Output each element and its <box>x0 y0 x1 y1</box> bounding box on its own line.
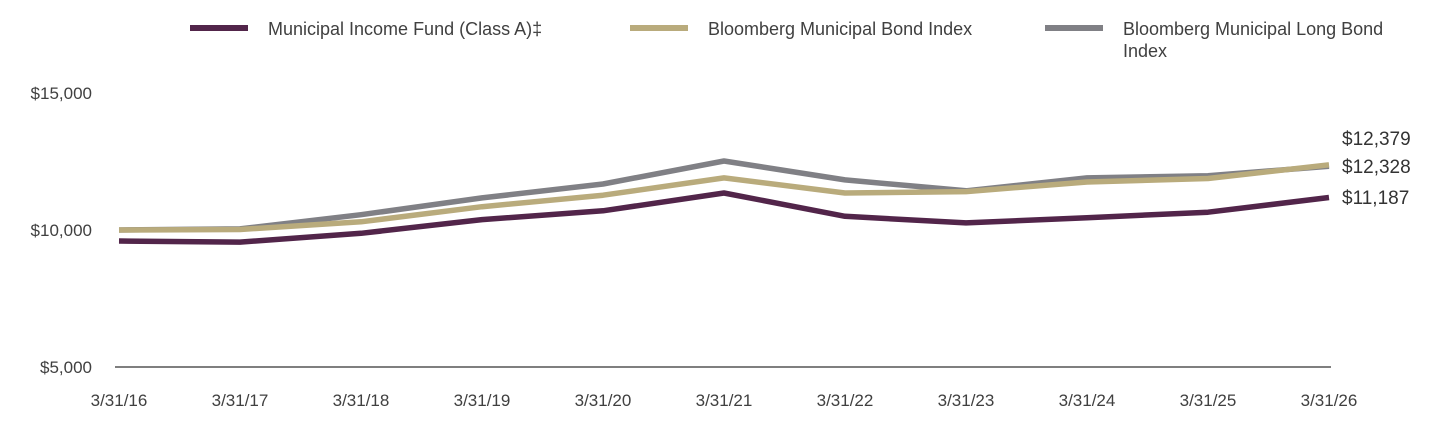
x-tick-label-5: 3/31/21 <box>696 391 753 410</box>
series-line-long-bond-index <box>118 158 1330 233</box>
legend-item-fund: Municipal Income Fund (Class A)‡ <box>190 18 542 40</box>
x-tick-label-0: 3/31/16 <box>91 391 148 410</box>
x-tick-label-8: 3/31/24 <box>1059 391 1116 410</box>
end-label-fund: $11,187 <box>1342 188 1409 209</box>
x-tick-label-1: 3/31/17 <box>212 391 269 410</box>
x-tick-label-9: 3/31/25 <box>1180 391 1237 410</box>
series-line-fund <box>118 190 1330 245</box>
end-label-long-bond-index: $12,328 <box>1342 157 1411 178</box>
legend-label-bond-index: Bloomberg Municipal Bond Index <box>708 19 973 39</box>
x-tick-label-10: 3/31/26 <box>1301 391 1358 410</box>
legend-swatch-fund <box>190 25 248 31</box>
y-tick-label-2: $15,000 <box>31 84 92 103</box>
end-label-bond-index: $12,379 <box>1342 129 1411 150</box>
x-tick-label-2: 3/31/18 <box>333 391 390 410</box>
x-tick-label-4: 3/31/20 <box>575 391 632 410</box>
x-tick-label-3: 3/31/19 <box>454 391 511 410</box>
legend-item-long-bond-index: Bloomberg Municipal Long Bond Index <box>1045 18 1413 62</box>
x-tick-label-7: 3/31/23 <box>938 391 995 410</box>
legend-swatch-bond-index <box>630 25 688 31</box>
y-tick-label-1: $10,000 <box>31 221 92 240</box>
legend-item-bond-index: Bloomberg Municipal Bond Index <box>630 18 972 40</box>
legend-swatch-long-bond-index <box>1045 25 1103 31</box>
y-tick-label-0: $5,000 <box>40 358 92 377</box>
x-tick-label-6: 3/31/22 <box>817 391 874 410</box>
legend-label-fund: Municipal Income Fund (Class A)‡ <box>268 19 543 39</box>
legend-label-long-bond-index: Bloomberg Municipal Long Bond Index <box>1123 19 1384 61</box>
series-line-bond-index <box>118 162 1330 233</box>
